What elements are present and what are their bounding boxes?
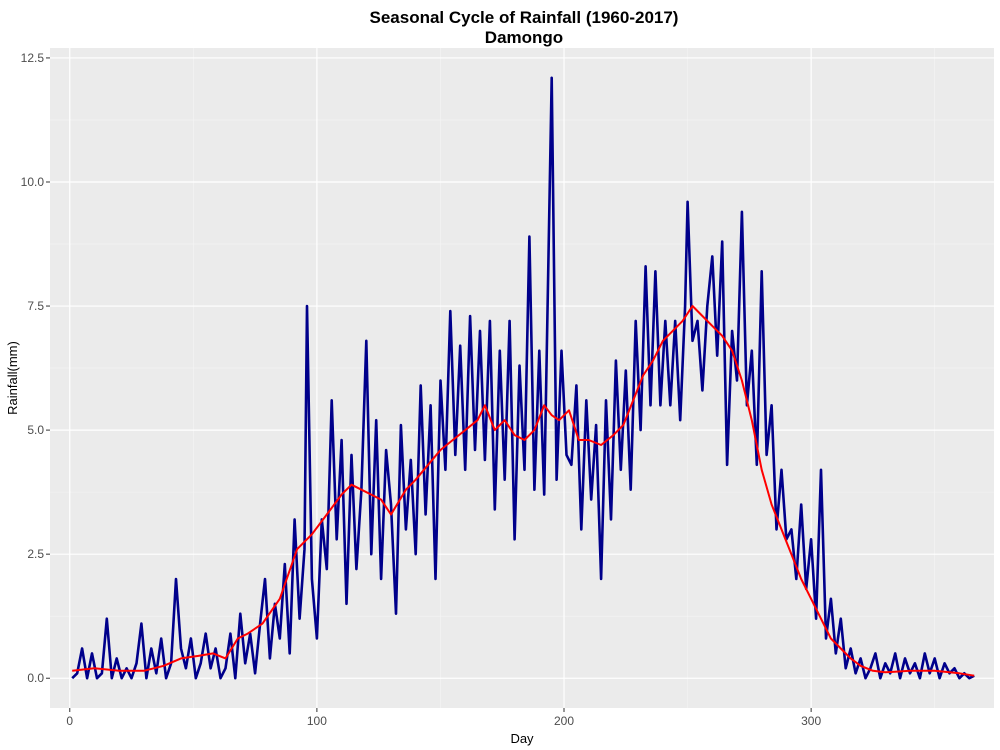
chart-subtitle: Damongo	[485, 28, 563, 47]
x-axis: 0 100 200 300	[66, 708, 821, 728]
x-axis-label: Day	[510, 731, 534, 746]
series-layer	[71, 76, 975, 680]
x-tick-label: 200	[554, 714, 574, 728]
y-tick-label: 5.0	[27, 423, 44, 437]
y-tick-label: 0.0	[27, 671, 44, 685]
y-tick-label: 12.5	[21, 51, 45, 65]
minor-gridlines	[50, 48, 994, 708]
smoothed-rainfall-line	[72, 305, 975, 677]
daily-rainfall-line	[71, 76, 975, 680]
y-axis: 0.0 2.5 5.0 7.5 10.0 12.5	[21, 51, 50, 685]
y-tick-label: 7.5	[27, 299, 44, 313]
chart-title: Seasonal Cycle of Rainfall (1960-2017)	[370, 8, 679, 27]
y-tick-label: 10.0	[21, 175, 45, 189]
y-tick-label: 2.5	[27, 547, 44, 561]
plot-panel	[50, 48, 994, 708]
x-tick-label: 100	[307, 714, 327, 728]
x-tick-label: 0	[66, 714, 73, 728]
y-axis-label: Rainfall(mm)	[5, 341, 20, 415]
x-tick-label: 300	[801, 714, 821, 728]
